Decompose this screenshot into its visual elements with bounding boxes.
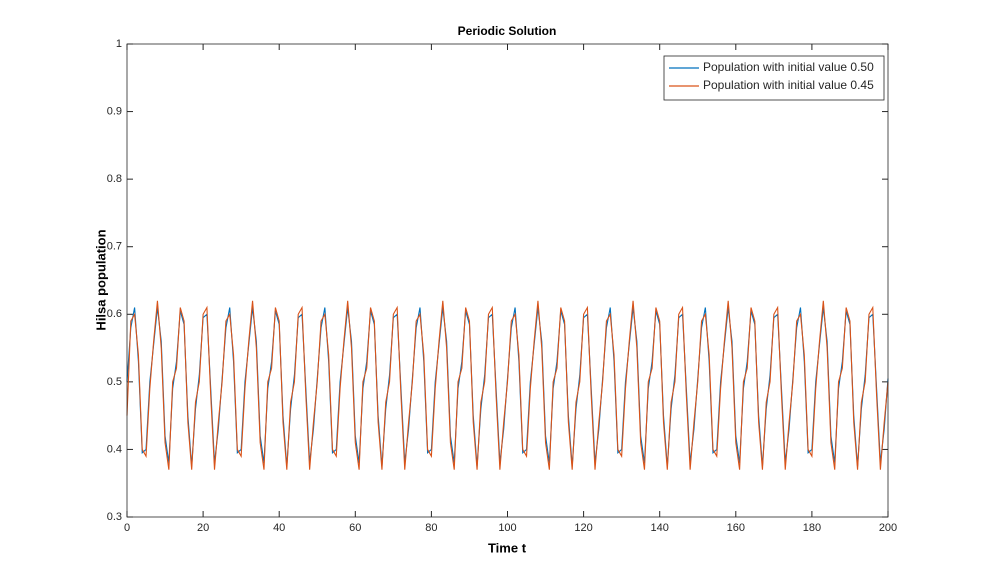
y-tick-label: 0.9 xyxy=(107,105,122,117)
x-tick-label: 160 xyxy=(727,522,745,534)
x-tick-label: 140 xyxy=(651,522,669,534)
x-tick-label: 180 xyxy=(803,522,821,534)
x-tick-label: 40 xyxy=(273,522,285,534)
legend-label: Population with initial value 0.45 xyxy=(703,78,874,92)
legend-box xyxy=(663,55,885,101)
y-tick-label: 0.7 xyxy=(107,241,122,253)
x-tick-label: 60 xyxy=(349,522,361,534)
y-tick-label: 1 xyxy=(116,38,122,50)
x-tick-label: 200 xyxy=(879,522,897,534)
x-tick-label: 0 xyxy=(124,522,130,534)
axes-box xyxy=(126,43,889,518)
legend-label: Population with initial value 0.50 xyxy=(703,60,874,74)
y-tick-label: 0.8 xyxy=(107,173,122,185)
x-tick-label: 80 xyxy=(425,522,437,534)
y-axis-label: Hilsa population xyxy=(93,229,108,330)
y-tick-label: 0.4 xyxy=(107,443,122,455)
y-tick-label: 0.3 xyxy=(107,511,122,523)
y-tick-label: 0.6 xyxy=(107,308,122,320)
x-tick-label: 120 xyxy=(574,522,592,534)
series-line xyxy=(126,300,889,470)
x-tick-label: 20 xyxy=(197,522,209,534)
x-axis-label: Time t xyxy=(488,540,527,555)
x-tick-label: 100 xyxy=(498,522,516,534)
chart-title: Periodic Solution xyxy=(458,24,557,38)
y-tick-label: 0.5 xyxy=(107,376,122,388)
plot-area xyxy=(127,44,888,517)
